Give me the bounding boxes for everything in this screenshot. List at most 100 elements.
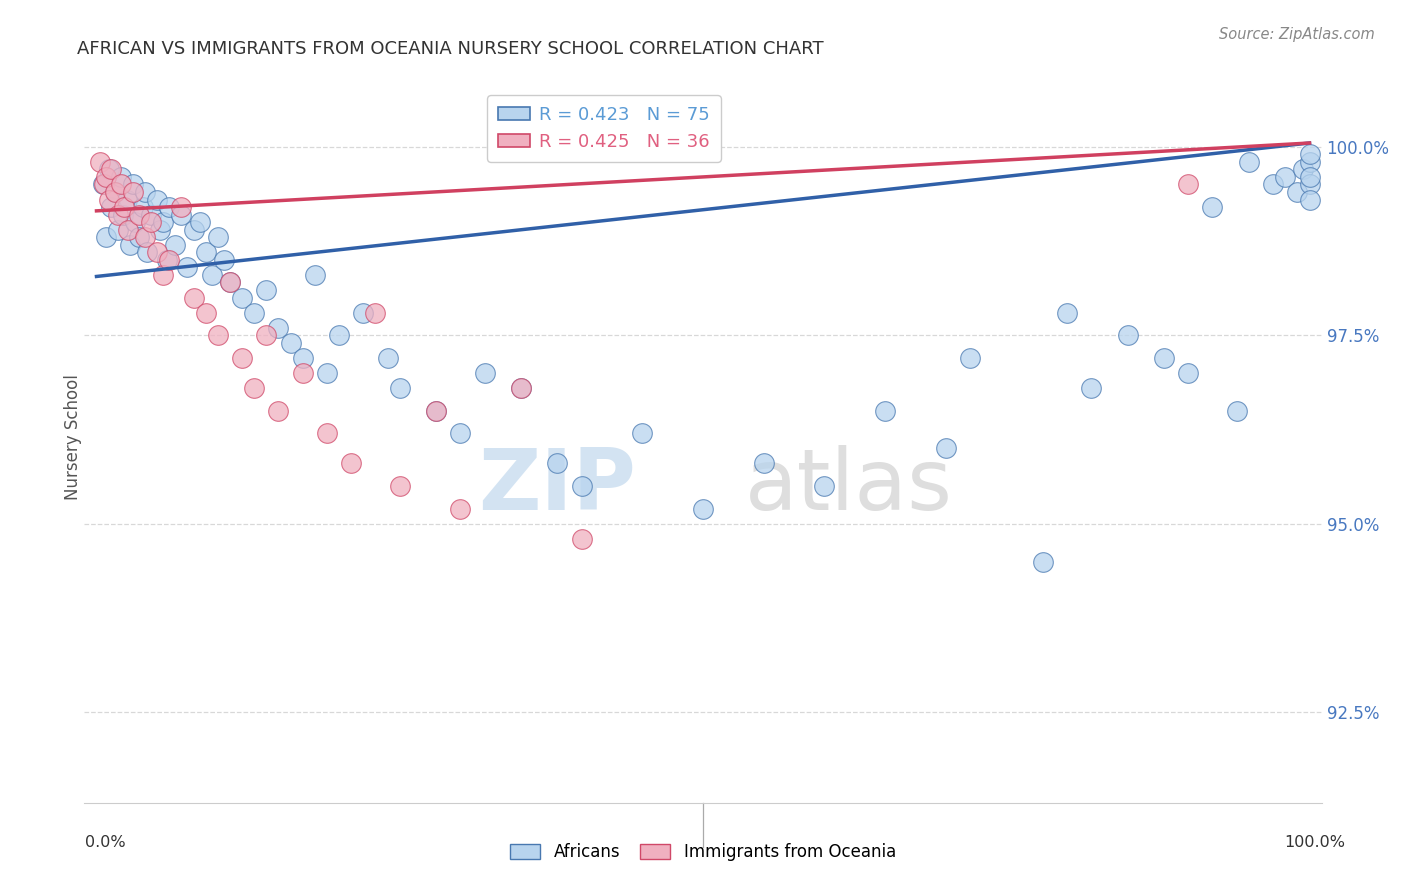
Point [1056, 306, 1078, 320]
Point [510, 381, 533, 395]
Point [194, 245, 217, 260]
Point [183, 291, 205, 305]
Point [546, 457, 568, 471]
Point [1261, 178, 1284, 192]
Legend: Africans, Immigrants from Oceania: Africans, Immigrants from Oceania [503, 837, 903, 868]
Point [752, 457, 775, 471]
Point [304, 268, 326, 282]
Point [364, 306, 387, 320]
Point [474, 366, 496, 380]
Point [1116, 328, 1139, 343]
Point [201, 268, 224, 282]
Point [112, 208, 135, 222]
Point [231, 291, 253, 305]
Point [813, 479, 835, 493]
Point [1080, 381, 1102, 395]
Point [243, 306, 266, 320]
Point [291, 351, 314, 365]
Point [935, 442, 957, 456]
Point [1201, 200, 1223, 214]
Point [146, 193, 169, 207]
Point [1032, 554, 1054, 568]
Point [93, 178, 115, 192]
Point [134, 230, 156, 244]
Point [254, 283, 277, 297]
Point [328, 328, 350, 343]
Point [148, 223, 170, 237]
Point [115, 193, 138, 207]
Point [107, 208, 129, 222]
Point [692, 501, 714, 516]
Point [267, 403, 290, 417]
Point [267, 320, 290, 334]
Point [131, 200, 153, 214]
Point [128, 230, 150, 244]
Point [1177, 178, 1199, 192]
Point [112, 200, 135, 214]
Point [1237, 154, 1260, 169]
Text: Source: ZipAtlas.com: Source: ZipAtlas.com [1219, 27, 1375, 42]
Point [1292, 162, 1315, 177]
Point [128, 208, 150, 222]
Point [188, 215, 211, 229]
Point [1298, 154, 1320, 169]
Point [170, 208, 193, 222]
Point [631, 426, 654, 441]
Point [219, 276, 242, 290]
Text: AFRICAN VS IMMIGRANTS FROM OCEANIA NURSERY SCHOOL CORRELATION CHART: AFRICAN VS IMMIGRANTS FROM OCEANIA NURSE… [77, 40, 824, 58]
Point [134, 185, 156, 199]
Point [352, 306, 374, 320]
Point [120, 237, 142, 252]
Point [165, 237, 187, 252]
Point [340, 457, 363, 471]
Point [122, 178, 145, 192]
Point [176, 260, 198, 275]
Point [152, 215, 174, 229]
Point [1298, 178, 1320, 192]
Point [89, 154, 111, 169]
Point [571, 532, 593, 546]
Point [96, 169, 118, 184]
Legend: R = 0.423   N = 75, R = 0.425   N = 36: R = 0.423 N = 75, R = 0.425 N = 36 [486, 95, 721, 161]
Y-axis label: Nursery School: Nursery School [65, 374, 82, 500]
Point [91, 178, 114, 192]
Point [146, 245, 169, 260]
Point [1226, 403, 1249, 417]
Point [117, 223, 139, 237]
Point [291, 366, 314, 380]
Point [243, 381, 266, 395]
Point [873, 403, 896, 417]
Point [100, 200, 122, 214]
Point [1298, 193, 1320, 207]
Point [207, 328, 229, 343]
Point [107, 223, 129, 237]
Point [316, 366, 339, 380]
Point [510, 381, 533, 395]
Point [231, 351, 253, 365]
Point [183, 223, 205, 237]
Point [449, 501, 471, 516]
Point [110, 178, 132, 192]
Point [1153, 351, 1175, 365]
Point [316, 426, 339, 441]
Point [1177, 366, 1199, 380]
Point [124, 215, 146, 229]
Point [157, 252, 180, 267]
Point [254, 328, 277, 343]
Point [1298, 147, 1320, 161]
Point [425, 403, 447, 417]
Point [449, 426, 471, 441]
Text: atlas: atlas [745, 444, 952, 527]
Point [104, 185, 127, 199]
Point [110, 169, 132, 184]
Text: 0.0%: 0.0% [86, 836, 125, 850]
Point [139, 215, 162, 229]
Point [157, 200, 180, 214]
Point [96, 230, 118, 244]
Point [97, 162, 120, 177]
Point [170, 200, 193, 214]
Point [139, 208, 162, 222]
Point [207, 230, 229, 244]
Point [1286, 185, 1309, 199]
Point [377, 351, 399, 365]
